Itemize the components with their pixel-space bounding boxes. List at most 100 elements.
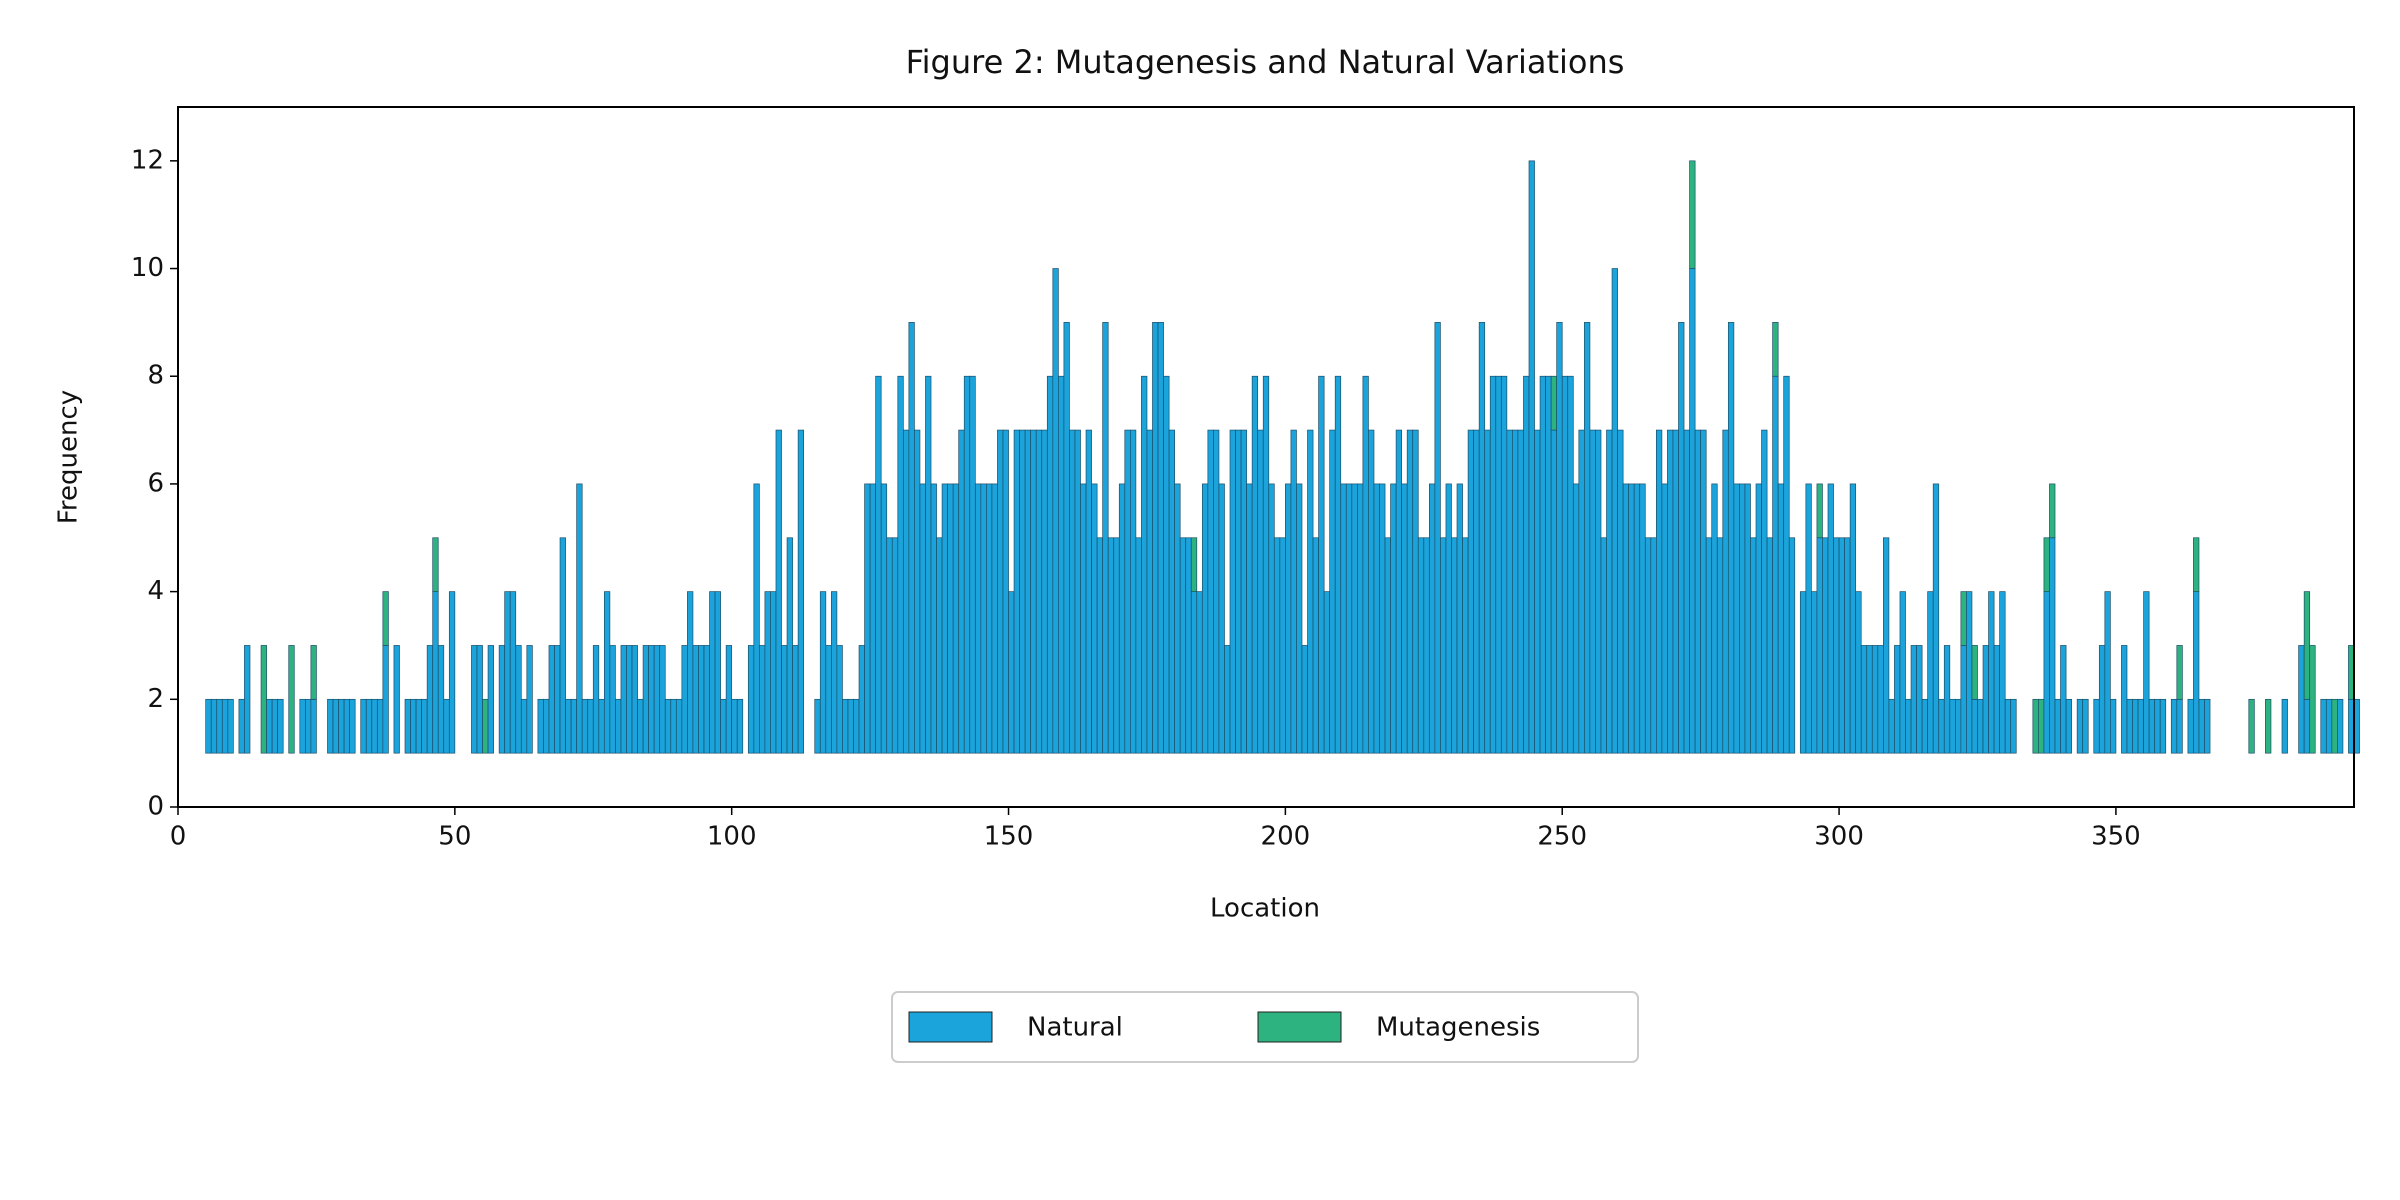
- bar: [1694, 429, 1701, 754]
- bar: [1451, 537, 1458, 754]
- bar: [443, 698, 450, 754]
- bar: [631, 645, 638, 754]
- bar: [1428, 483, 1436, 754]
- bar: [1534, 429, 1541, 754]
- bar: [1949, 698, 1956, 754]
- bar: [1257, 429, 1264, 754]
- bar: [1578, 429, 1585, 754]
- bar: [487, 645, 494, 754]
- bar: [304, 698, 312, 754]
- bar: [609, 645, 616, 754]
- bar: [520, 698, 528, 754]
- bar: [2104, 591, 2111, 754]
- bar: [598, 698, 605, 754]
- bar: [476, 645, 483, 754]
- bar: [1528, 160, 1535, 754]
- bar: [753, 483, 760, 754]
- bar: [902, 429, 910, 754]
- bar: [504, 591, 511, 754]
- bar: [548, 645, 555, 754]
- bar: [869, 483, 876, 754]
- bar: [1988, 591, 1995, 754]
- bar: [210, 698, 218, 754]
- bar: [941, 483, 948, 754]
- bar: [1307, 429, 1314, 754]
- bar: [415, 698, 422, 754]
- bar: [509, 591, 517, 754]
- bar: [1617, 429, 1624, 754]
- bar: [2337, 698, 2344, 754]
- bar: [382, 591, 389, 646]
- bar: [1002, 429, 1009, 754]
- bar: [1473, 429, 1480, 754]
- bar: [1954, 698, 1962, 754]
- bar: [1916, 645, 1923, 754]
- bar: [698, 645, 705, 754]
- bar: [1323, 591, 1331, 754]
- bar: [2076, 698, 2084, 754]
- bar: [592, 645, 600, 754]
- bar: [814, 698, 821, 754]
- bar: [526, 645, 533, 754]
- legend-label: Mutagenesis: [1376, 1013, 1540, 1043]
- bar: [1805, 483, 1812, 754]
- bar: [831, 591, 838, 754]
- bar: [1960, 591, 1967, 646]
- bar: [1866, 645, 1873, 754]
- bar: [1639, 483, 1646, 754]
- bar: [238, 698, 245, 754]
- bar: [2193, 591, 2200, 754]
- bar: [349, 698, 356, 754]
- bar: [1368, 429, 1375, 754]
- bar: [1816, 483, 1823, 539]
- bar: [1484, 429, 1491, 754]
- bar: [1495, 375, 1502, 754]
- bar: [1971, 645, 1978, 700]
- bar: [1584, 322, 1591, 754]
- bar: [2049, 483, 2056, 539]
- bar: [2198, 698, 2205, 754]
- bar: [2204, 698, 2211, 754]
- bar: [1849, 483, 1857, 754]
- bar: [1561, 375, 1569, 754]
- bar: [1678, 322, 1685, 754]
- bar: [2038, 698, 2045, 754]
- bar: [437, 645, 445, 754]
- x-tick-label: 100: [707, 822, 757, 852]
- bar: [1041, 429, 1048, 754]
- bar: [781, 645, 788, 754]
- bar: [1589, 429, 1596, 754]
- legend-swatch: [908, 1011, 993, 1043]
- plot-frame: [177, 106, 2355, 808]
- bar: [1135, 537, 1142, 754]
- bar: [1766, 537, 1773, 754]
- bar: [1772, 375, 1779, 754]
- bar: [1351, 483, 1358, 754]
- bar: [2004, 698, 2012, 754]
- bar: [1788, 537, 1796, 754]
- bar: [637, 698, 644, 754]
- bar: [404, 698, 411, 754]
- bar: [1058, 375, 1065, 754]
- bar: [1312, 537, 1319, 754]
- bar: [1661, 483, 1668, 754]
- bar: [426, 645, 434, 754]
- bar: [1412, 429, 1419, 754]
- bar: [947, 483, 954, 754]
- bar: [620, 645, 627, 754]
- bar: [1201, 483, 1209, 754]
- bar: [980, 483, 987, 754]
- bar: [543, 698, 550, 754]
- bar: [1838, 537, 1845, 754]
- bar: [1667, 429, 1674, 754]
- bar: [914, 429, 921, 754]
- bar: [687, 591, 694, 754]
- bar: [570, 698, 578, 754]
- bar: [1141, 375, 1148, 754]
- bar: [1456, 483, 1463, 754]
- bar: [1129, 429, 1137, 754]
- bar: [2325, 698, 2333, 754]
- bar: [216, 698, 223, 754]
- y-axis-label: Frequency: [54, 390, 84, 524]
- bar: [1052, 268, 1059, 754]
